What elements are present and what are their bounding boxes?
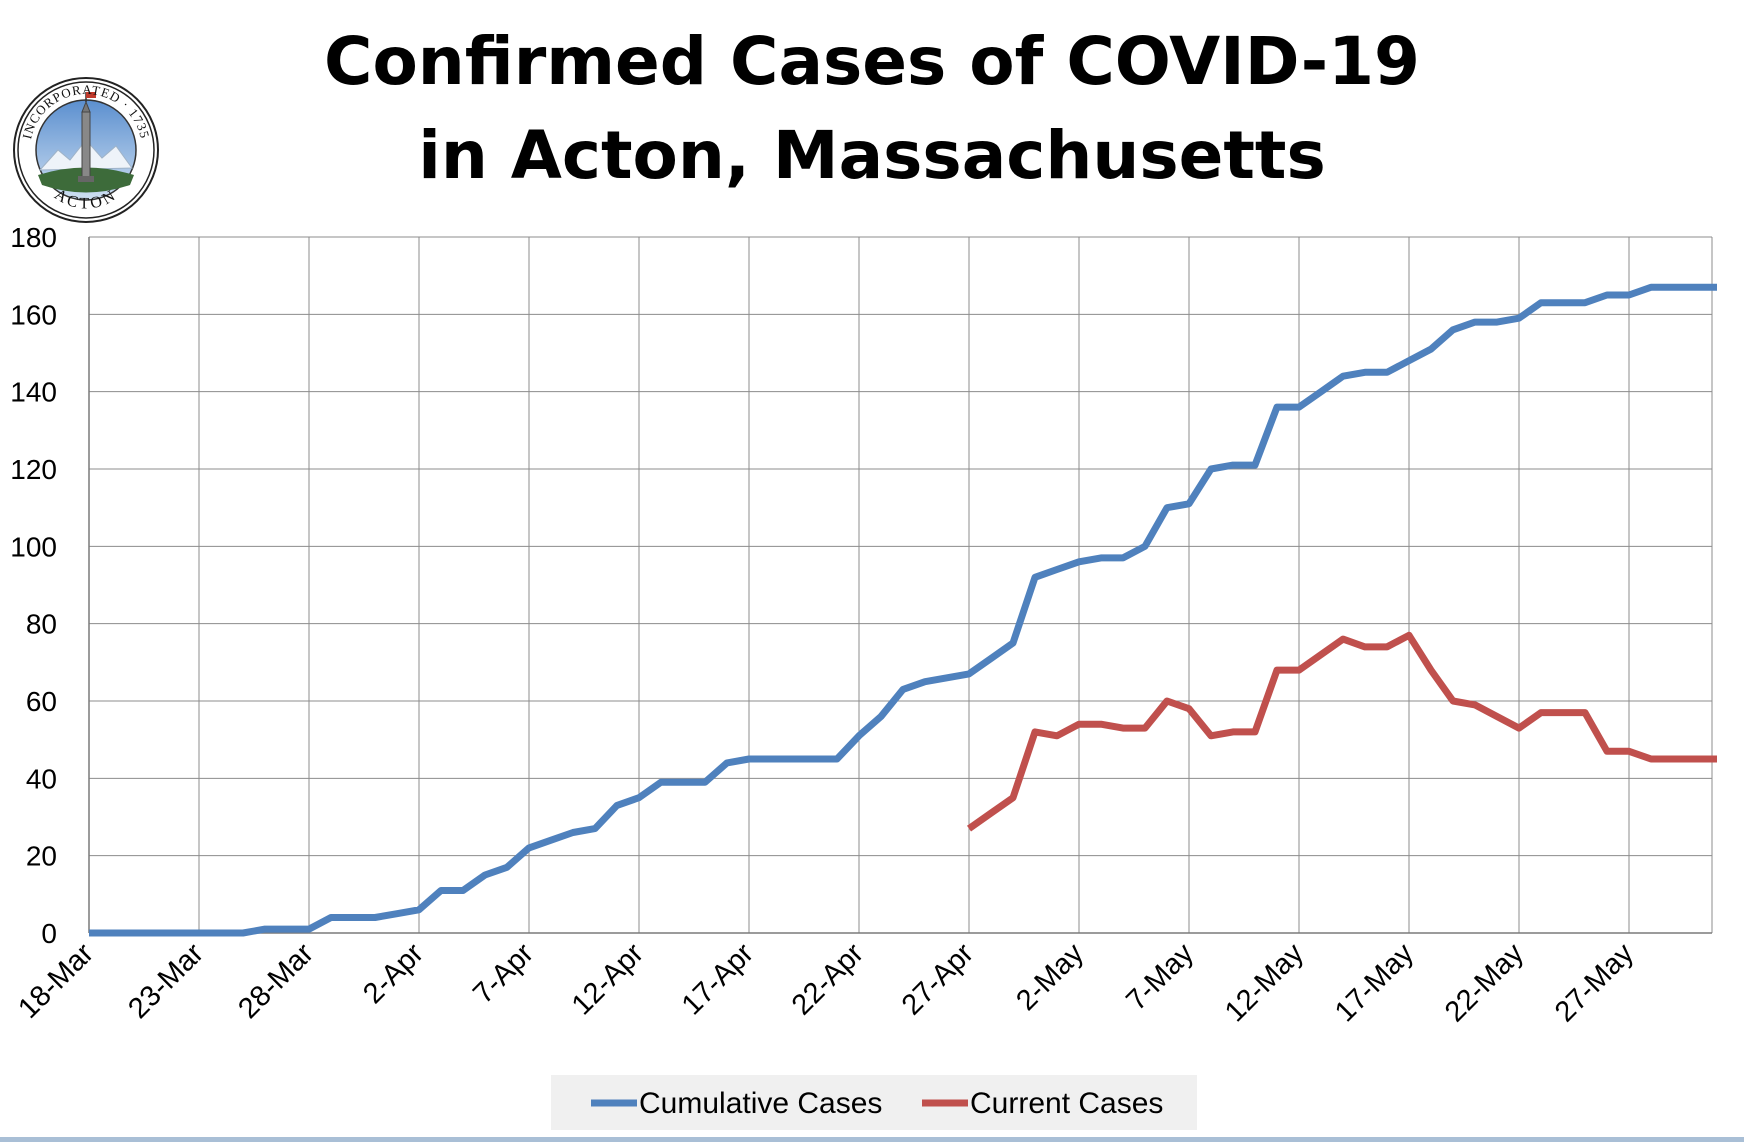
acton-town-seal: INCORPORATED · 1735 ACTON [13,77,159,223]
y-tick-label: 0 [41,918,57,949]
x-axis-ticks: 18-Mar 23-Mar 28-Mar 2-Apr 7-Apr 12-Apr 17-Apr… [12,937,1640,1028]
x-tick-label: 18-Mar [12,937,100,1025]
legend-label-cumulative: Cumulative Cases [639,1087,882,1120]
x-tick-label: 2-May [1010,937,1090,1017]
chart-legend: Cumulative Cases Current Cases [551,1075,1197,1130]
x-tick-label: 7-Apr [467,937,540,1010]
y-axis-ticks: 0 20 40 60 80 100 120 140 160 180 [10,222,57,949]
chart-title-line-2: in Acton, Massachusetts [418,117,1326,194]
x-tick-label: 17-Apr [676,937,760,1021]
y-tick-label: 40 [26,763,57,794]
y-tick-label: 120 [10,454,57,485]
x-tick-label: 27-Apr [896,937,980,1021]
series-line-cumulative [89,283,1717,937]
x-tick-label: 7-May [1120,937,1200,1017]
y-tick-label: 180 [10,222,57,253]
y-tick-label: 140 [10,377,57,408]
x-tick-label: 22-May [1439,937,1530,1028]
y-tick-label: 80 [26,609,57,640]
x-tick-label: 22-Apr [786,937,870,1021]
legend-label-current: Current Cases [970,1087,1163,1120]
grid-lines [88,236,1713,934]
x-tick-label: 12-Apr [566,937,650,1021]
bottom-border [0,1137,1744,1142]
y-tick-label: 20 [26,841,57,872]
y-tick-label: 60 [26,686,57,717]
x-tick-label: 27-May [1549,937,1640,1028]
x-tick-label: 12-May [1219,937,1310,1028]
x-tick-label: 23-Mar [122,937,210,1025]
legend-background [551,1075,1197,1130]
x-tick-label: 2-Apr [357,937,430,1010]
series-lines [89,283,1717,937]
x-tick-label: 17-May [1329,937,1420,1028]
y-tick-label: 160 [10,299,57,330]
series-line-current [966,631,1717,832]
chart-title-line-1: Confirmed Cases of COVID-19 [324,23,1420,100]
x-tick-label: 28-Mar [232,937,320,1025]
y-tick-label: 100 [10,531,57,562]
